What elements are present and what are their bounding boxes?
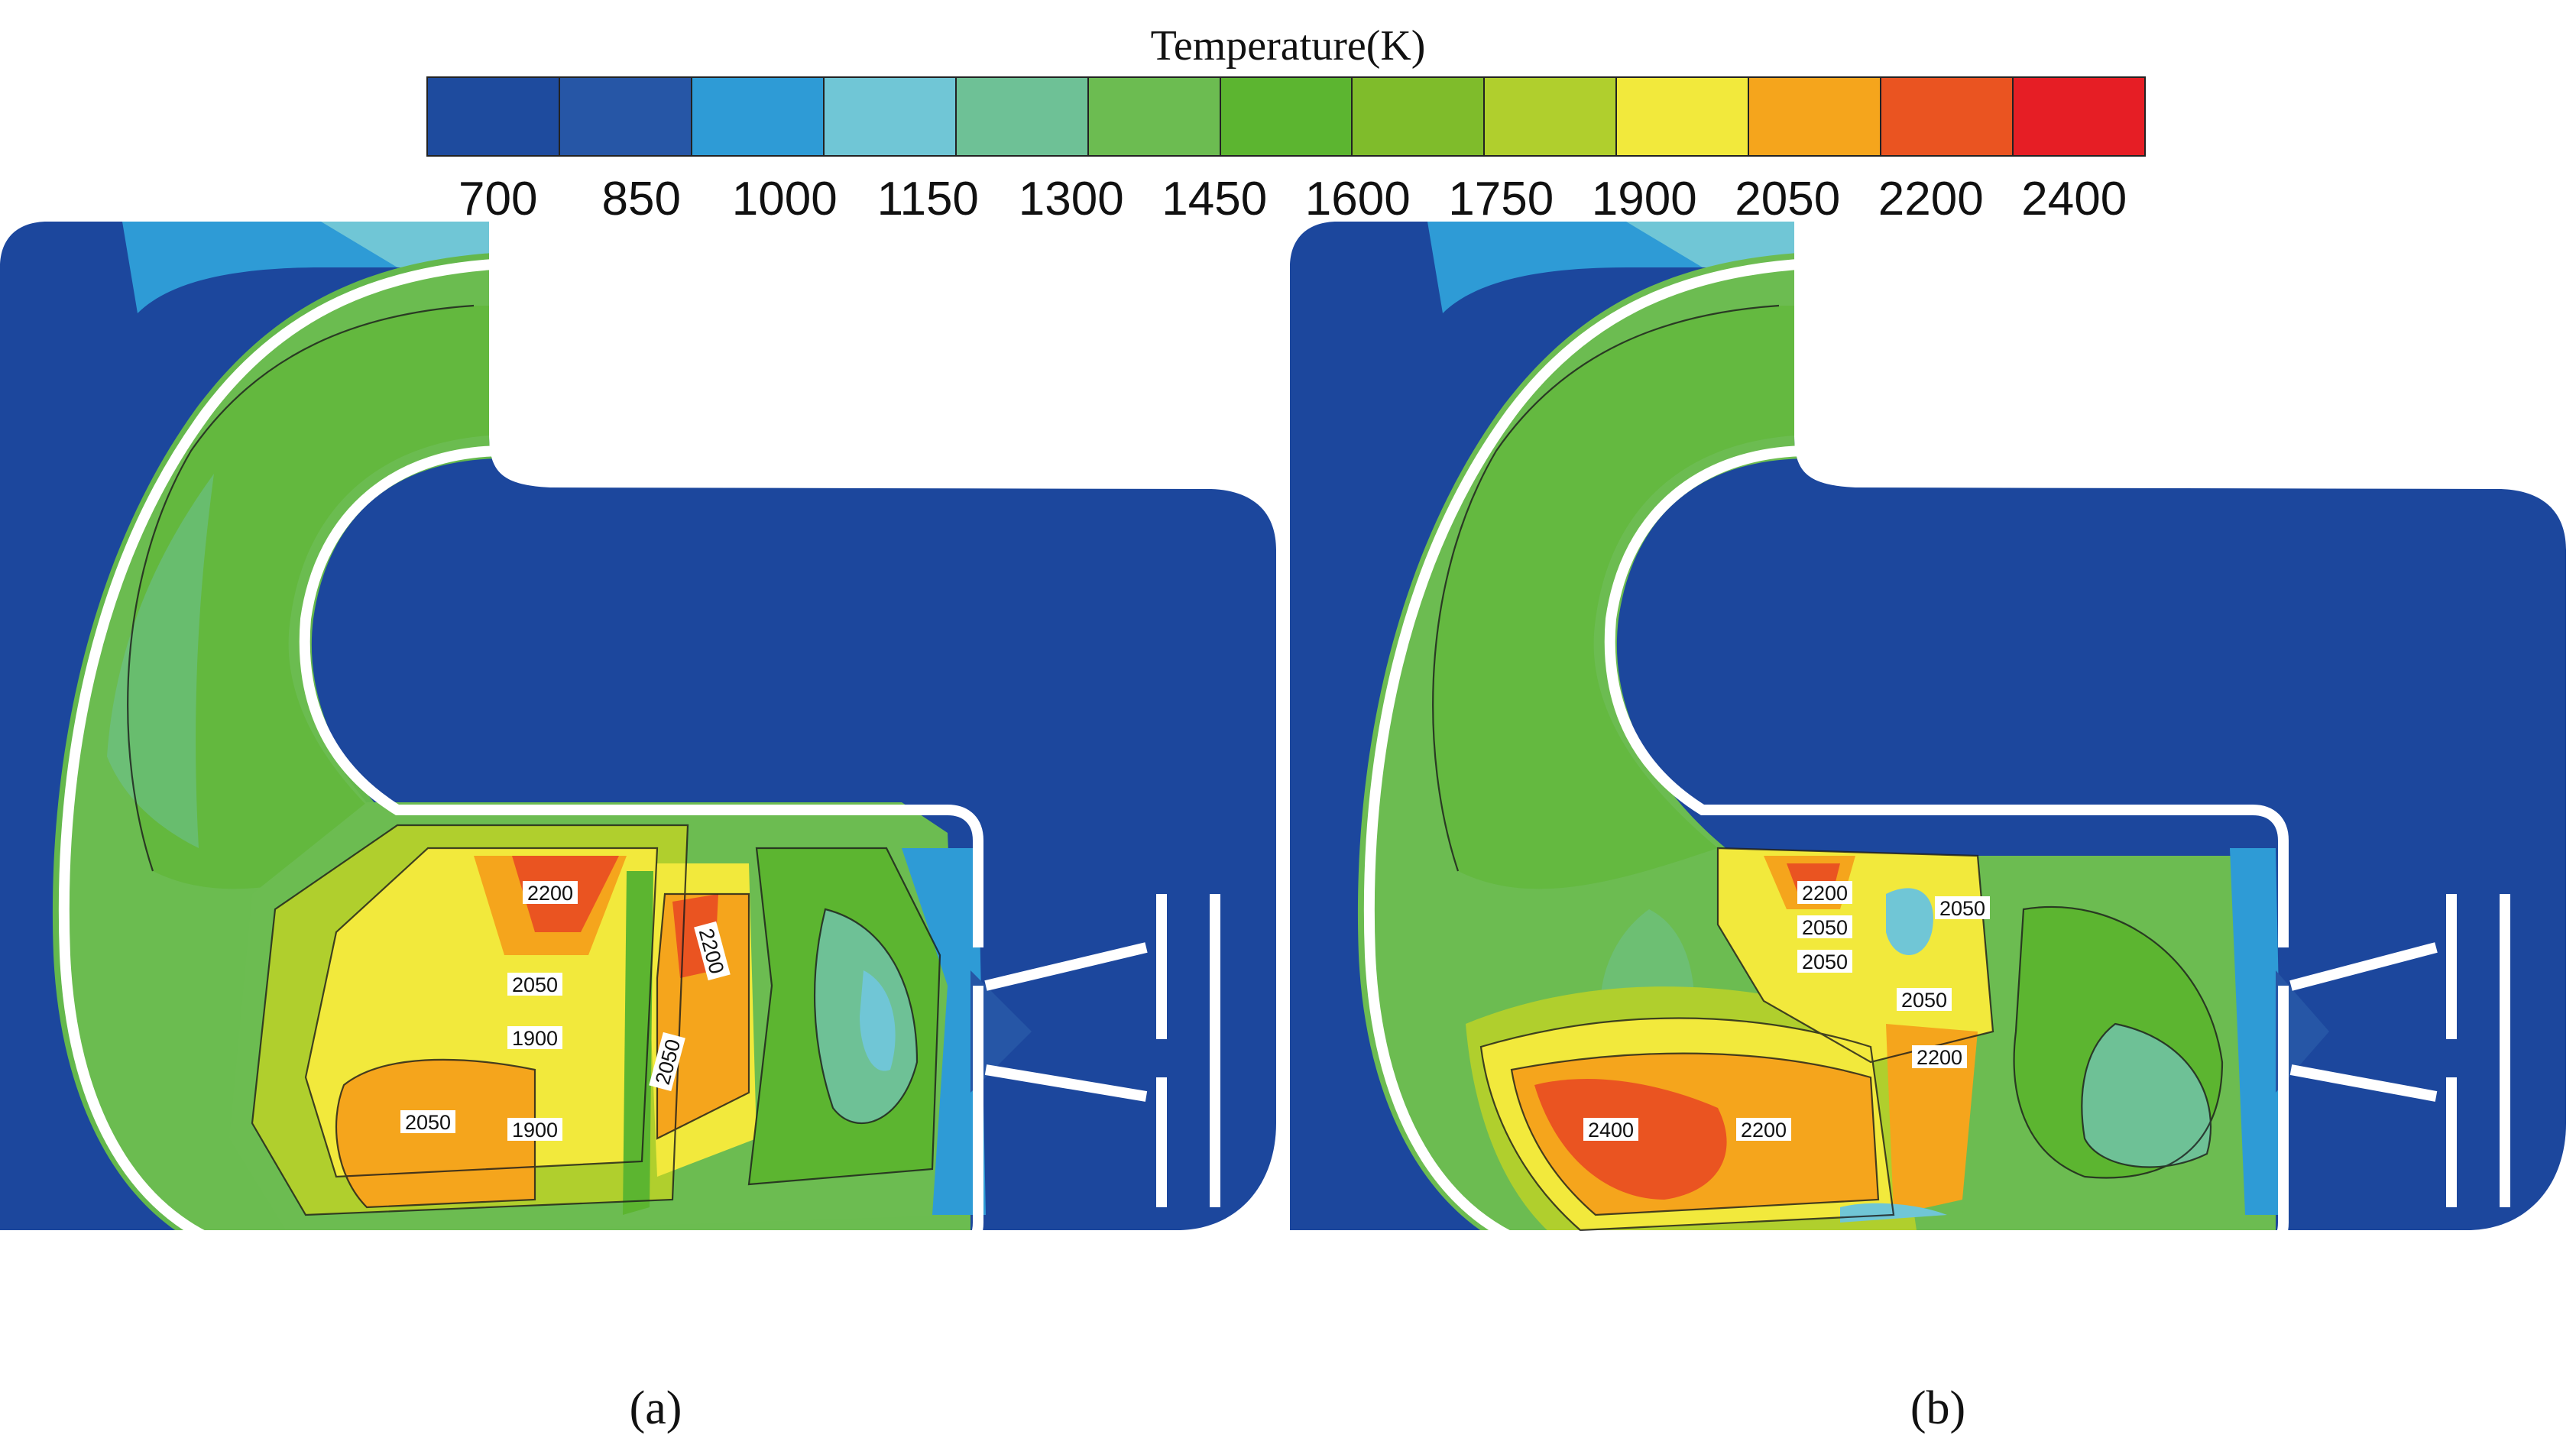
panel-a-caption: (a) xyxy=(629,1382,682,1434)
legend-tick-label: 1150 xyxy=(876,173,979,225)
legend-swatch xyxy=(1483,78,1616,155)
contour-label: 1900 xyxy=(507,1026,562,1050)
legend-tick-label: 1000 xyxy=(731,173,838,225)
panel-b-field xyxy=(1290,222,2566,1230)
legend-tick-label: 1900 xyxy=(1591,173,1697,225)
legend-swatch xyxy=(1748,78,1881,155)
legend-tick-label: 1600 xyxy=(1304,173,1411,225)
svg-text:2200: 2200 xyxy=(1802,882,1848,905)
svg-text:2050: 2050 xyxy=(405,1111,451,1134)
svg-text:2050: 2050 xyxy=(1939,897,1985,920)
color-legend-bar xyxy=(426,76,2146,157)
legend-tick-label: 1450 xyxy=(1162,173,1268,225)
legend-swatch xyxy=(1351,78,1484,155)
legend-swatch xyxy=(428,78,559,155)
panel-b-contour-labels: 2200 2050 2050 2050 2050 2200 2400 2200 xyxy=(1583,881,1990,1142)
svg-text:2050: 2050 xyxy=(1802,951,1848,973)
legend-swatch xyxy=(1615,78,1748,155)
svg-text:1900: 1900 xyxy=(512,1119,558,1142)
svg-text:2400: 2400 xyxy=(1588,1119,1634,1142)
panel-b-contour-lines xyxy=(1432,304,2224,1232)
svg-text:2200: 2200 xyxy=(527,882,573,905)
contour-label: 2200 xyxy=(1797,881,1852,905)
svg-text:1900: 1900 xyxy=(512,1027,558,1050)
contour-label: 2050 xyxy=(400,1110,455,1134)
contour-label: 2050 xyxy=(507,973,562,996)
svg-text:2050: 2050 xyxy=(512,973,558,996)
contour-label: 2200 xyxy=(1912,1045,1967,1069)
panel-a-walls xyxy=(0,258,1220,1297)
contour-label: 2200 xyxy=(523,881,578,905)
svg-text:2050: 2050 xyxy=(1802,916,1848,939)
legend-title: Temperature(K) xyxy=(1150,22,1426,70)
legend-tick-label: 2200 xyxy=(1878,173,1984,225)
panel-b-temperature-contour: 2200 2050 2050 2050 2050 2200 2400 2200 xyxy=(1290,222,2574,1414)
legend-swatch xyxy=(2012,78,2144,155)
contour-label: 2050 xyxy=(1797,915,1852,939)
legend-swatch xyxy=(954,78,1087,155)
panel-b-caption: (b) xyxy=(1910,1382,1966,1434)
legend-tick-label: 850 xyxy=(601,173,681,225)
svg-text:2200: 2200 xyxy=(1741,1119,1787,1142)
svg-text:2200: 2200 xyxy=(1917,1046,1962,1069)
panel-a-temperature-contour: 2200 2050 2200 1900 2050 1900 2050 xyxy=(0,222,1284,1414)
contour-label: 2050 xyxy=(1897,988,1952,1012)
svg-text:2050: 2050 xyxy=(1901,989,1947,1012)
legend-swatch xyxy=(1880,78,2013,155)
legend-tick-label: 2400 xyxy=(2021,173,2127,225)
legend-swatch xyxy=(690,78,823,155)
panel-a-contour-lines xyxy=(127,304,941,1216)
legend-tick-label: 2050 xyxy=(1735,173,1841,225)
legend-swatch xyxy=(822,78,955,155)
contour-label: 2050 xyxy=(1935,896,1990,920)
contour-label: 2400 xyxy=(1583,1118,1638,1142)
legend-swatch xyxy=(558,78,691,155)
legend-tick-label: 1750 xyxy=(1448,173,1554,225)
contour-label: 1900 xyxy=(507,1118,562,1142)
panel-b-walls xyxy=(1290,258,2510,1297)
legend-tick-label: 1300 xyxy=(1018,173,1124,225)
legend-tick-label: 700 xyxy=(458,173,538,225)
contour-label: 2050 xyxy=(1797,950,1852,973)
legend-swatch xyxy=(1087,78,1220,155)
legend-swatch xyxy=(1219,78,1352,155)
legend-tick-labels: 700 850 1000 1150 1300 1450 1600 1750 1900 2050 22… xyxy=(426,172,2146,225)
contour-label: 2200 xyxy=(1736,1118,1791,1142)
